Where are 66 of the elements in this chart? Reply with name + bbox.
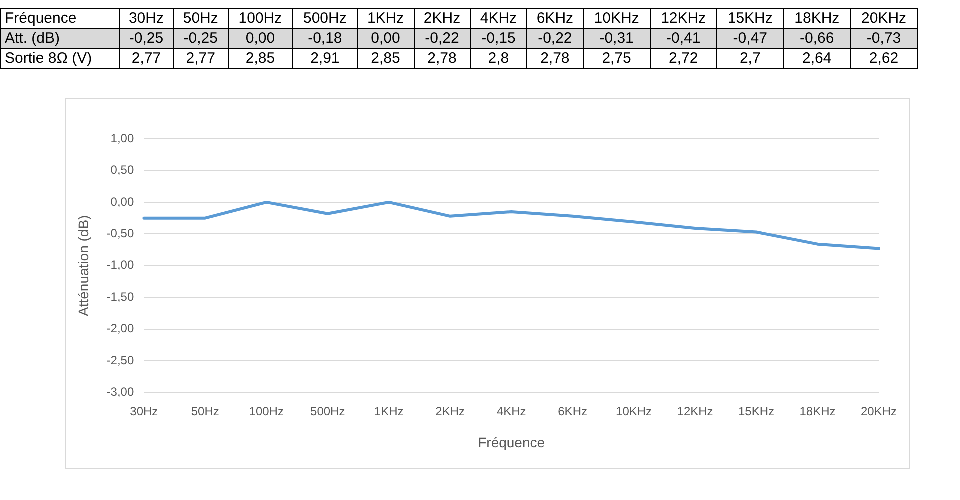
data-label: 2,85	[358, 48, 414, 68]
x-tick-label: 12KHz	[677, 404, 714, 418]
data-label: 2,77	[174, 48, 228, 68]
y-tick-label: -1,00	[106, 258, 134, 272]
category-label: 30Hz	[119, 8, 174, 28]
x-tick-label: 18KHz	[800, 404, 836, 418]
category-label: 50Hz	[174, 8, 228, 28]
data-label: -0,18	[292, 28, 358, 48]
data-label: -0,15	[470, 28, 527, 48]
x-tick-label: 500Hz	[310, 404, 346, 418]
x-tick-label: 15KHz	[738, 404, 775, 418]
data-label: 2,7	[716, 48, 784, 68]
category-label: 4KHz	[470, 8, 527, 28]
series-label: Sortie 8Ω (V)	[0, 48, 120, 68]
data-label: -0,73	[850, 28, 918, 48]
data-label: 2,85	[228, 48, 293, 68]
data-label: 2,91	[292, 48, 358, 68]
data-label: 2,75	[583, 48, 650, 68]
x-tick-label: 2KHz	[436, 404, 466, 418]
y-tick-label: 0,00	[110, 194, 134, 209]
data-label: 2,64	[784, 48, 851, 68]
y-axis-title: Atténuation (dB)	[75, 215, 92, 316]
x-axis-title: Fréquence	[478, 434, 546, 450]
category-label: 500Hz	[292, 8, 358, 28]
data-label: 0,00	[228, 28, 293, 48]
x-tick-label: 6KHz	[558, 404, 588, 418]
x-tick-label: 20KHz	[860, 404, 898, 418]
data-label: -0,47	[716, 28, 784, 48]
x-tick-label: 1KHz	[374, 404, 404, 418]
y-tick-label: -2,00	[106, 322, 134, 336]
text: Fréquence	[0, 8, 120, 28]
category-label: 18KHz	[784, 8, 851, 28]
data-label: 2,78	[414, 48, 470, 68]
data-label: 2,62	[850, 48, 918, 68]
category-label: 6KHz	[526, 8, 584, 28]
series-label: Att. (dB)	[0, 28, 120, 48]
data-label: 2,72	[650, 48, 717, 68]
category-label: 20KHz	[850, 8, 918, 28]
category-label: 12KHz	[650, 8, 717, 28]
y-tick-label: 1,00	[110, 131, 134, 146]
x-tick-label: 4KHz	[496, 404, 526, 418]
category-label: 1KHz	[358, 8, 414, 28]
x-tick-label: 100Hz	[249, 404, 284, 418]
y-tick-label: -3,00	[106, 385, 134, 400]
y-tick-label: -0,50	[106, 226, 134, 240]
data-label: -0,25	[119, 28, 174, 48]
data-label: -0,22	[414, 28, 470, 48]
category-label: 2KHz	[414, 8, 470, 28]
category-label: 100Hz	[228, 8, 293, 28]
data-label: -0,66	[784, 28, 851, 48]
x-tick-label: 30Hz	[130, 404, 158, 418]
x-tick-label: 10KHz	[616, 404, 652, 418]
data-label: -0,31	[583, 28, 650, 48]
y-tick-label: -2,50	[106, 353, 134, 368]
category-label: 15KHz	[716, 8, 784, 28]
data-label: 2,77	[119, 48, 174, 68]
data-label: 2,8	[470, 48, 527, 68]
data-label: 2,78	[526, 48, 584, 68]
y-tick-label: 0,50	[110, 163, 134, 178]
x-tick-label: 50Hz	[191, 404, 220, 418]
y-tick-label: -1,50	[106, 290, 134, 304]
data-label: -0,41	[650, 28, 717, 48]
data-label: 0,00	[358, 28, 414, 48]
data-label: -0,22	[526, 28, 584, 48]
data-label: -0,25	[174, 28, 228, 48]
category-label: 10KHz	[583, 8, 650, 28]
